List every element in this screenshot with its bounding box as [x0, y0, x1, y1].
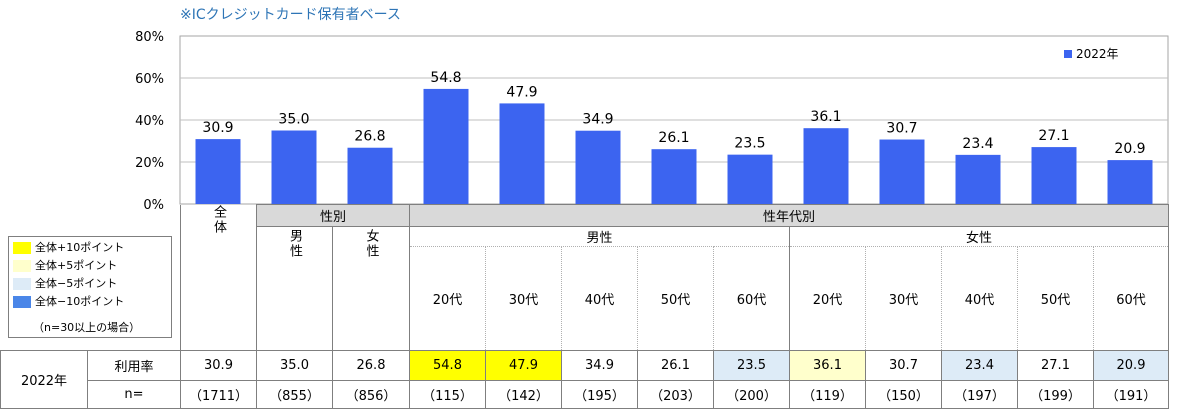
bar-value-label: 30.9 [202, 120, 233, 136]
legend-key-label: 全体+5ポイント [35, 259, 118, 272]
n-cell: （115） [409, 380, 486, 409]
rate-cell: 34.9 [561, 350, 638, 381]
age-header: 40代 [561, 246, 638, 351]
n-cell: （197） [941, 380, 1018, 409]
n-cell: （1711） [180, 380, 257, 409]
rate-cell: 30.9 [180, 350, 257, 381]
bar-value-label: 35.0 [278, 112, 309, 128]
n-cell: （195） [561, 380, 638, 409]
bar [803, 128, 849, 204]
bar [727, 154, 773, 204]
rate-cell: 23.4 [941, 350, 1018, 381]
bar [651, 149, 697, 204]
n-cell: （855） [256, 380, 333, 409]
n-cell: （856） [332, 380, 410, 409]
legend-swatch [1064, 50, 1072, 58]
bar [271, 130, 317, 204]
female-age-header: 女性 [789, 226, 1169, 247]
n-cell: （150） [865, 380, 942, 409]
female-header: 女性 [363, 229, 379, 259]
age-header: 20代 [789, 246, 866, 351]
rate-cell: 35.0 [256, 350, 333, 381]
rate-cell: 30.7 [865, 350, 942, 381]
bar-value-label: 26.1 [658, 130, 689, 146]
n-label: n= [87, 380, 181, 409]
bar [879, 139, 925, 204]
rate-cell: 47.9 [485, 350, 562, 381]
y-tick-label: 80% [135, 30, 164, 45]
legend-label: 2022年 [1076, 47, 1119, 61]
bar-value-label: 23.5 [734, 136, 765, 152]
bar-value-label: 36.1 [810, 109, 841, 125]
gender-group-header: 性別 [256, 204, 410, 227]
age-header: 30代 [865, 246, 942, 351]
bar [1107, 160, 1153, 204]
bar-value-label: 47.9 [506, 84, 537, 100]
bar-value-label: 34.9 [582, 112, 613, 128]
rate-cell: 54.8 [409, 350, 486, 381]
age-header: 40代 [941, 246, 1018, 351]
legend-key-swatch [13, 278, 31, 290]
rate-cell: 26.1 [637, 350, 714, 381]
bar-value-label: 54.8 [430, 70, 461, 86]
bar [347, 147, 393, 204]
rate-cell: 26.8 [332, 350, 410, 381]
legend-key-label: 全体−5ポイント [35, 277, 118, 290]
bar [423, 88, 469, 204]
rate-cell: 23.5 [713, 350, 790, 381]
bar [955, 154, 1001, 204]
legend-key-swatch [13, 296, 31, 308]
year-label: 2022年 [0, 350, 88, 409]
bar [195, 139, 241, 204]
rate-cell: 27.1 [1017, 350, 1094, 381]
n-cell: （191） [1093, 380, 1169, 409]
legend-footnote: （n=30以上の場合） [33, 321, 141, 334]
n-cell: （199） [1017, 380, 1094, 409]
legend-key-label: 全体−10ポイント [35, 295, 125, 308]
bar-value-label: 20.9 [1114, 141, 1145, 157]
data-table: 全体 性別 性年代別 男性 女性 男性 女性 20代 30代 40代 50代 60代 20… [0, 204, 1169, 409]
y-tick-label: 40% [135, 114, 164, 129]
legend-key-swatch [13, 242, 31, 254]
bar-value-label: 30.7 [886, 121, 917, 137]
y-tick-label: 60% [135, 72, 164, 87]
highlight-legend: 全体+10ポイント 全体+5ポイント 全体−5ポイント 全体−10ポイント （n=30… [8, 236, 172, 338]
n-cell: （142） [485, 380, 562, 409]
n-cell: （119） [789, 380, 866, 409]
rate-label: 利用率 [87, 350, 181, 381]
bar-value-label: 26.8 [354, 129, 385, 145]
bar-value-label: 23.4 [962, 136, 993, 152]
bar [575, 130, 621, 204]
age-header: 50代 [637, 246, 714, 351]
legend-key-swatch [13, 260, 31, 272]
rate-cell: 20.9 [1093, 350, 1169, 381]
y-tick-label: 0% [143, 198, 164, 210]
legend-key-label: 全体+10ポイント [35, 241, 125, 254]
overall-header: 全体 [211, 204, 226, 235]
n-cell: （200） [713, 380, 790, 409]
bar [499, 103, 545, 204]
age-header: 50代 [1017, 246, 1094, 351]
age-header: 30代 [485, 246, 562, 351]
bar-chart: 0% 20% 40% 60% 80% 30.9 35.0 26.8 54.8 47.9 34.9 2… [135, 30, 1169, 210]
y-tick-label: 20% [135, 156, 164, 171]
male-header: 男性 [287, 229, 302, 259]
male-age-header: 男性 [409, 226, 790, 247]
bar-value-label: 27.1 [1038, 128, 1069, 144]
age-header: 60代 [713, 246, 790, 351]
age-header: 60代 [1093, 246, 1169, 351]
age-header: 20代 [409, 246, 486, 351]
base-note: ※ICクレジットカード保有者ベース [180, 7, 401, 23]
age-group-header: 性年代別 [409, 204, 1169, 227]
bar [1031, 147, 1077, 204]
rate-cell: 36.1 [789, 350, 866, 381]
n-cell: （203） [637, 380, 714, 409]
